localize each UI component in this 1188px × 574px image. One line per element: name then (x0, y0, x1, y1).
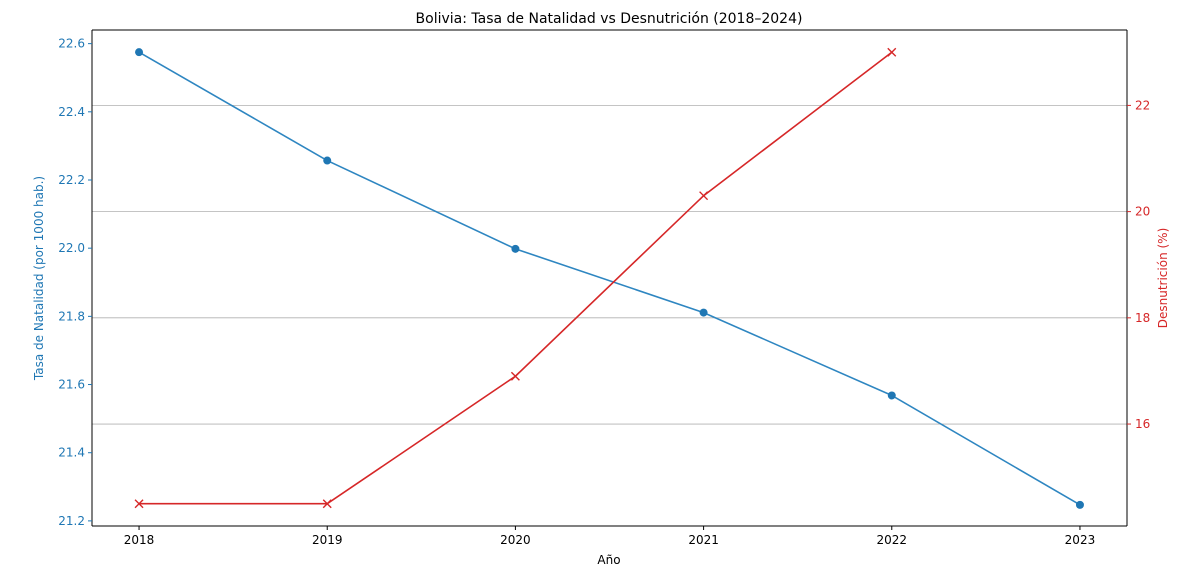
right-y-tick-label: 16 (1135, 417, 1150, 431)
x-tick-label: 2018 (124, 533, 155, 547)
x-tick-label: 2021 (688, 533, 719, 547)
x-marker-stroke (699, 191, 709, 201)
grid-lines (92, 105, 1127, 425)
right-y-tick-label: 22 (1135, 98, 1150, 112)
natalidad-point (511, 244, 520, 253)
x-tick-label: 2022 (876, 533, 907, 547)
chart-title: Bolivia: Tasa de Natalidad vs Desnutrici… (416, 11, 803, 27)
desnutricion-point (134, 499, 144, 509)
x-marker-stroke (134, 499, 144, 509)
left-y-tick-label: 21.4 (58, 446, 85, 460)
x-tick-label: 2020 (500, 533, 531, 547)
left-y-tick-label: 22.4 (58, 105, 85, 119)
right-axis-label: Desnutrición (%) (1156, 228, 1170, 329)
x-tick-label: 2023 (1065, 533, 1096, 547)
natalidad-point (699, 308, 708, 317)
axes: 2018 2019 2020 2021 2022 202321.221.421.621.8… (58, 29, 1150, 547)
left-axis-label: Tasa de Natalidad (por 1000 hab.) (32, 176, 46, 381)
x-marker-stroke (887, 47, 897, 57)
series (134, 47, 1084, 509)
right-y-tick-label: 20 (1135, 205, 1150, 219)
desnutricion-line (139, 51, 893, 505)
left-y-tick-label: 22.0 (58, 241, 85, 255)
left-y-tick-label: 22.6 (58, 37, 85, 51)
left-y-tick-label: 21.8 (58, 309, 85, 323)
natalidad-line (138, 51, 1081, 506)
right-y-tick-label: 18 (1135, 311, 1150, 325)
left-y-tick-label: 22.2 (58, 173, 85, 187)
natalidad-point (323, 156, 332, 165)
x-tick-label: 2019 (312, 533, 343, 547)
natalidad-point (887, 391, 896, 400)
x-axis-label: Año (597, 553, 620, 567)
desnutricion-point (887, 47, 897, 57)
desnutricion-point (510, 371, 520, 381)
natalidad-point (1075, 500, 1084, 509)
natalidad-point (135, 48, 144, 57)
x-marker-stroke (510, 371, 520, 381)
x-marker-stroke (322, 499, 332, 509)
desnutricion-point (322, 499, 332, 509)
left-y-tick-label: 21.6 (58, 378, 85, 392)
left-y-tick-label: 21.2 (58, 514, 85, 528)
desnutricion-point (699, 191, 709, 201)
